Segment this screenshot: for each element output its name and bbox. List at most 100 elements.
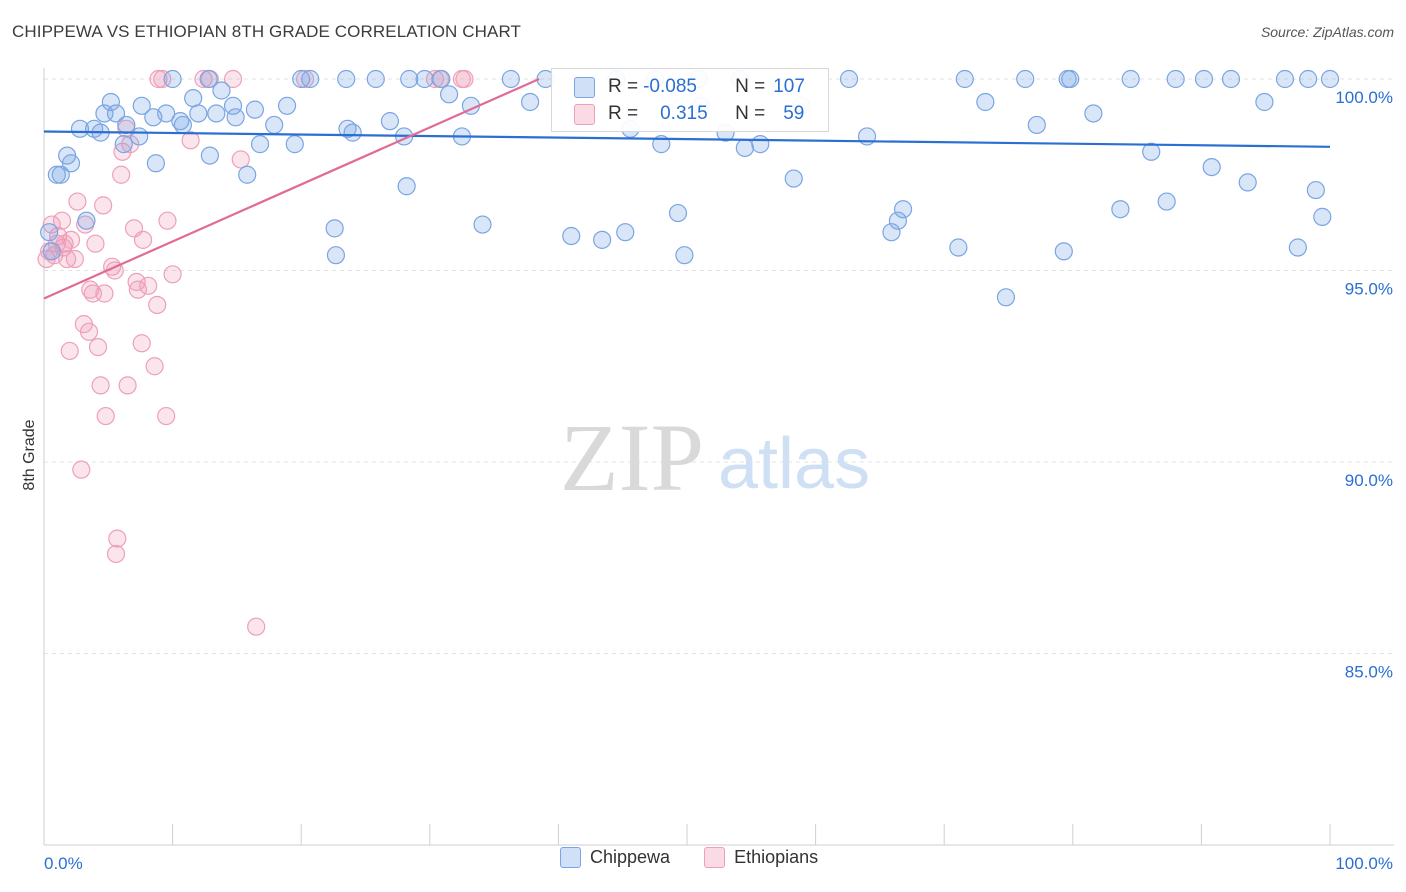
chippewa-point [888, 211, 908, 230]
chippewa-point [955, 69, 974, 89]
ethiopians-point [148, 295, 167, 315]
chippewa-point [1027, 115, 1046, 135]
chippewa-point [130, 127, 149, 146]
chippewa-point [893, 200, 913, 219]
ethiopians-point [113, 142, 132, 161]
chippewa-point [784, 169, 803, 188]
chippewa-point [200, 146, 219, 165]
chippewa-point [593, 230, 612, 249]
chippewa-point [106, 104, 126, 123]
ethiopians-point [86, 234, 105, 253]
ethiopians-point [181, 131, 200, 150]
chippewa-point [1121, 69, 1140, 89]
ethiopians-point [118, 376, 137, 395]
chippewa-point [1306, 180, 1325, 200]
chippewa-point [265, 115, 284, 135]
chippewa-point [184, 89, 203, 108]
ethiopians-point [295, 69, 315, 89]
chippewa-point [473, 215, 492, 234]
chippewa-point [1221, 69, 1241, 89]
x-tick-label-end: 100.0% [1335, 854, 1393, 873]
x-tick-label-start: 0.0% [44, 854, 83, 873]
chippewa-point [132, 96, 151, 115]
ethiopians-point [94, 196, 113, 215]
watermark-zip: ZIP [560, 404, 704, 511]
y-tick-label: 90.0% [1345, 471, 1393, 490]
chippewa-point [77, 211, 96, 230]
ethiopians-point [157, 406, 176, 426]
chippewa-n-label: N = [735, 76, 766, 97]
chippewa-point [277, 96, 297, 115]
chippewa-point [325, 219, 344, 238]
legend-item-ethiopians[interactable]: Ethiopians [704, 847, 818, 868]
chippewa-point [1016, 69, 1035, 89]
chippewa-point [1275, 69, 1295, 89]
chippewa-point [976, 92, 995, 112]
chippewa-swatch [574, 76, 595, 98]
axes [43, 68, 1394, 846]
ethiopians-point [112, 165, 131, 184]
ethiopians-point [60, 341, 79, 361]
chippewa-point [245, 100, 265, 119]
chippewa-point [250, 135, 270, 154]
chippewa-point [397, 177, 416, 196]
chippewa-trend-line [43, 130, 1331, 148]
chippewa-point [415, 69, 434, 89]
ethiopians-point [68, 192, 87, 211]
ethiopians-point [127, 272, 146, 292]
chippewa-point [751, 135, 770, 154]
ethiopians-n-value: 59 [783, 103, 805, 124]
chippewa-point [337, 69, 356, 89]
chippewa-point [157, 104, 176, 123]
ethiopians-point [106, 544, 126, 564]
chippewa-point [223, 96, 243, 115]
legend-label-ethiopians: Ethiopians [734, 847, 819, 867]
legend-item-chippewa[interactable]: Chippewa [560, 847, 670, 868]
chippewa-point [366, 69, 385, 89]
ethiopians-point [88, 338, 108, 357]
ethiopians-point [158, 211, 177, 230]
ethiopians-point [132, 334, 151, 353]
legend-label-chippewa: Chippewa [590, 847, 671, 867]
chippewa-point [1111, 200, 1130, 219]
ethiopians-r-value: 0.315 [660, 103, 708, 124]
ethiopians-point [194, 69, 213, 89]
y-tick-label: 100.0% [1335, 88, 1393, 107]
ethiopians-point [52, 211, 72, 230]
chippewa-point [173, 115, 192, 135]
chippewa-point [101, 92, 120, 112]
chippewa-point [521, 92, 540, 112]
ethiopians-point [61, 230, 81, 249]
chippewa-point [675, 246, 694, 265]
chart-title: CHIPPEWA VS ETHIOPIAN 8TH GRADE CORRELAT… [12, 22, 521, 41]
chippewa-r-label: R = [608, 76, 639, 97]
ethiopians-point [58, 249, 77, 269]
stats-row-chippewa: R = -0.085 N = 107 [574, 74, 805, 100]
chippewa-point [226, 108, 245, 127]
chippewa-point [51, 165, 70, 184]
legend-swatch-chippewa [560, 847, 581, 868]
chippewa-point [1054, 242, 1073, 261]
chippewa-point [1288, 238, 1307, 257]
chippewa-r-value: -0.085 [643, 76, 697, 97]
legend-swatch-ethiopians [704, 847, 726, 868]
chippewa-point [238, 165, 257, 184]
y-tick-label: 95.0% [1345, 280, 1393, 299]
chippewa-point [61, 154, 81, 173]
ethiopians-point [72, 460, 91, 479]
chippewa-point [1299, 69, 1318, 89]
ethiopians-point [455, 69, 474, 89]
source-label: Source: ZipAtlas.com [1260, 24, 1394, 40]
chippewa-point [1084, 104, 1103, 123]
chippewa-point [1202, 157, 1221, 177]
chippewa-point [1142, 142, 1161, 161]
ethiopians-point [139, 276, 158, 295]
ethiopians-trend-line [43, 77, 540, 300]
ethiopians-swatch [574, 103, 595, 125]
ethiopians-n-label: N = [735, 103, 766, 124]
watermark: ZIP atlas [560, 404, 870, 511]
chippewa-point [343, 123, 362, 142]
legend: Chippewa Ethiopians [560, 847, 818, 868]
ethiopians-point [95, 284, 114, 303]
chippewa-point [301, 69, 320, 89]
